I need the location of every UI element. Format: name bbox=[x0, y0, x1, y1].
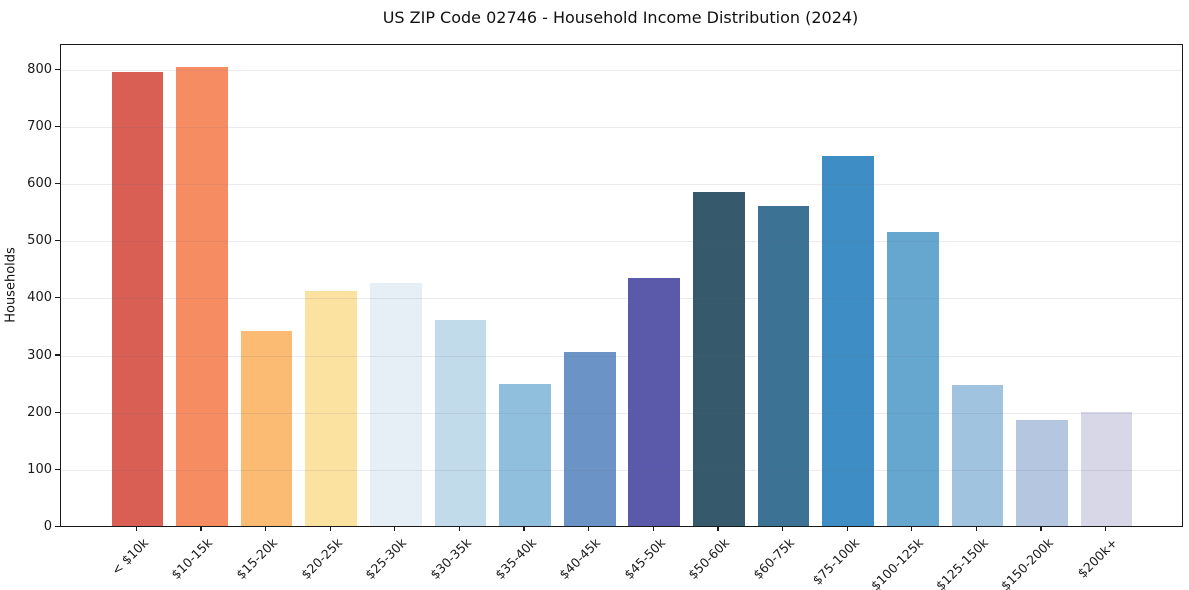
x-tick-label: $60-75k bbox=[750, 534, 798, 582]
x-tick bbox=[200, 526, 202, 531]
chart-title: US ZIP Code 02746 - Household Income Dis… bbox=[382, 8, 859, 27]
gridline bbox=[60, 69, 1182, 71]
x-tick bbox=[1105, 526, 1107, 531]
bar bbox=[628, 278, 681, 526]
y-tick bbox=[55, 411, 60, 413]
bar bbox=[1080, 411, 1133, 526]
x-tick-label: $125-150k bbox=[932, 534, 991, 590]
x-tick bbox=[652, 526, 654, 531]
bar bbox=[111, 71, 164, 526]
x-tick bbox=[394, 526, 396, 531]
x-tick bbox=[911, 526, 913, 531]
bar bbox=[370, 283, 422, 526]
bar bbox=[240, 330, 293, 526]
bar bbox=[1016, 420, 1068, 526]
plot-area bbox=[59, 43, 1183, 527]
x-tick bbox=[329, 526, 331, 531]
x-tick bbox=[781, 526, 784, 531]
x-tick-label: $20-25k bbox=[297, 534, 345, 582]
y-tick-label: 100 bbox=[27, 461, 52, 477]
bar bbox=[822, 155, 874, 526]
x-tick-label: $15-20k bbox=[233, 534, 281, 582]
x-tick bbox=[717, 526, 719, 531]
gridline bbox=[60, 355, 1182, 357]
x-tick bbox=[1040, 526, 1042, 531]
y-tick-label: 300 bbox=[27, 347, 52, 363]
x-tick bbox=[265, 526, 267, 531]
bar bbox=[499, 384, 551, 526]
x-tick-label: $35-40k bbox=[491, 534, 539, 582]
x-tick bbox=[523, 526, 525, 531]
y-tick bbox=[55, 525, 60, 528]
gridline bbox=[60, 469, 1182, 471]
x-tick-label: $50-60k bbox=[685, 534, 733, 582]
x-tick-label: $75-100k bbox=[809, 534, 862, 588]
x-tick bbox=[588, 526, 590, 531]
bar bbox=[757, 205, 810, 526]
y-tick bbox=[55, 240, 60, 242]
y-tick bbox=[55, 468, 60, 470]
y-tick-label: 400 bbox=[27, 290, 52, 306]
x-tick-label: $150-200k bbox=[997, 534, 1056, 590]
bar bbox=[563, 351, 616, 526]
bar bbox=[305, 291, 358, 526]
bar bbox=[693, 192, 745, 526]
x-tick-label: $200k+ bbox=[1074, 534, 1121, 581]
y-axis-label: Households bbox=[3, 247, 19, 323]
x-tick-label: $100-125k bbox=[868, 534, 927, 590]
y-tick-label: 700 bbox=[27, 118, 52, 134]
x-tick-label: $25-30k bbox=[362, 534, 410, 582]
x-tick bbox=[458, 526, 461, 531]
y-tick-label: 600 bbox=[27, 176, 52, 192]
gridline bbox=[60, 241, 1182, 243]
x-tick bbox=[846, 526, 848, 531]
x-tick-label: < $10k bbox=[108, 534, 151, 578]
bar bbox=[176, 66, 228, 526]
y-tick-label: 500 bbox=[27, 233, 52, 249]
x-tick bbox=[135, 526, 137, 531]
y-tick bbox=[55, 68, 60, 70]
y-tick-label: 0 bbox=[43, 519, 52, 534]
x-tick-label: $10-15k bbox=[168, 534, 216, 582]
y-tick bbox=[55, 297, 60, 299]
bar bbox=[886, 231, 939, 526]
gridline bbox=[60, 412, 1182, 414]
x-tick-label: $40-45k bbox=[556, 534, 604, 582]
y-tick bbox=[55, 182, 60, 185]
bar bbox=[434, 319, 487, 526]
gridline bbox=[60, 298, 1182, 300]
gridline bbox=[60, 184, 1182, 186]
x-tick bbox=[975, 526, 977, 531]
x-tick-label: $45-50k bbox=[620, 534, 668, 582]
y-tick-label: 200 bbox=[27, 404, 52, 420]
y-tick bbox=[55, 125, 60, 127]
y-tick-label: 800 bbox=[27, 61, 52, 77]
gridline bbox=[60, 126, 1182, 128]
y-tick bbox=[55, 354, 60, 356]
x-tick-label: $30-35k bbox=[427, 534, 475, 582]
bar bbox=[951, 385, 1004, 526]
